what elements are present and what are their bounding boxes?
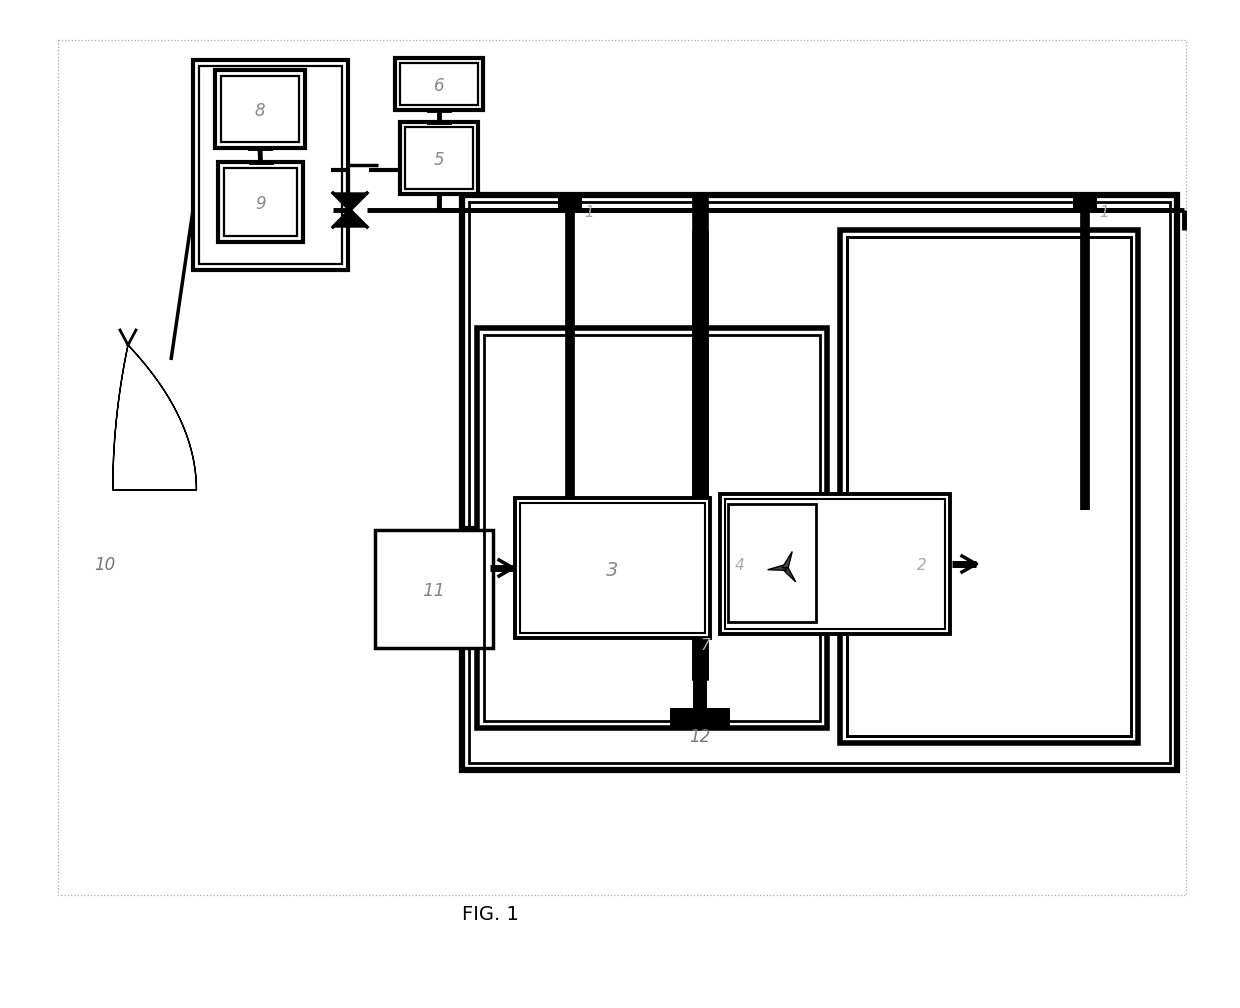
Polygon shape xyxy=(784,565,796,582)
Bar xyxy=(720,494,950,634)
Text: 9: 9 xyxy=(255,195,265,213)
Bar xyxy=(198,66,342,264)
Text: FIG. 1: FIG. 1 xyxy=(461,905,518,924)
Bar xyxy=(520,503,706,633)
Bar xyxy=(215,70,305,148)
Bar xyxy=(515,498,711,638)
Bar xyxy=(1073,195,1097,213)
Bar xyxy=(396,58,484,110)
Text: 7: 7 xyxy=(701,638,709,653)
Bar xyxy=(193,60,348,270)
Bar xyxy=(224,168,298,236)
Polygon shape xyxy=(768,565,786,571)
Bar xyxy=(218,162,303,242)
Polygon shape xyxy=(782,551,792,568)
Bar xyxy=(463,195,1177,770)
Bar xyxy=(728,504,816,622)
Bar xyxy=(405,127,472,190)
Bar xyxy=(858,248,1120,725)
Bar xyxy=(725,499,945,629)
Polygon shape xyxy=(334,193,367,210)
Text: 8: 8 xyxy=(254,102,265,120)
Bar xyxy=(58,40,1185,895)
Bar xyxy=(670,708,730,726)
Polygon shape xyxy=(113,345,196,490)
Bar xyxy=(221,76,299,142)
Text: 6: 6 xyxy=(434,77,444,95)
Polygon shape xyxy=(334,210,367,227)
Text: 5: 5 xyxy=(434,151,444,169)
Bar xyxy=(374,530,494,648)
Bar xyxy=(401,122,477,194)
Text: 3: 3 xyxy=(606,560,619,580)
Bar xyxy=(839,230,1138,743)
Bar xyxy=(847,237,1131,736)
Text: 1: 1 xyxy=(1099,205,1109,220)
Bar xyxy=(558,195,582,213)
Text: 4: 4 xyxy=(735,557,745,573)
Text: 12: 12 xyxy=(689,728,711,746)
Bar xyxy=(484,335,820,721)
Bar xyxy=(401,62,477,105)
Text: 10: 10 xyxy=(94,556,115,574)
Bar xyxy=(477,328,827,728)
Text: 11: 11 xyxy=(423,582,445,600)
Bar xyxy=(847,237,1131,736)
Bar xyxy=(480,213,1159,752)
Text: 2: 2 xyxy=(918,558,926,574)
Bar xyxy=(495,346,808,710)
Bar xyxy=(469,202,1171,763)
Text: 1: 1 xyxy=(584,205,594,220)
